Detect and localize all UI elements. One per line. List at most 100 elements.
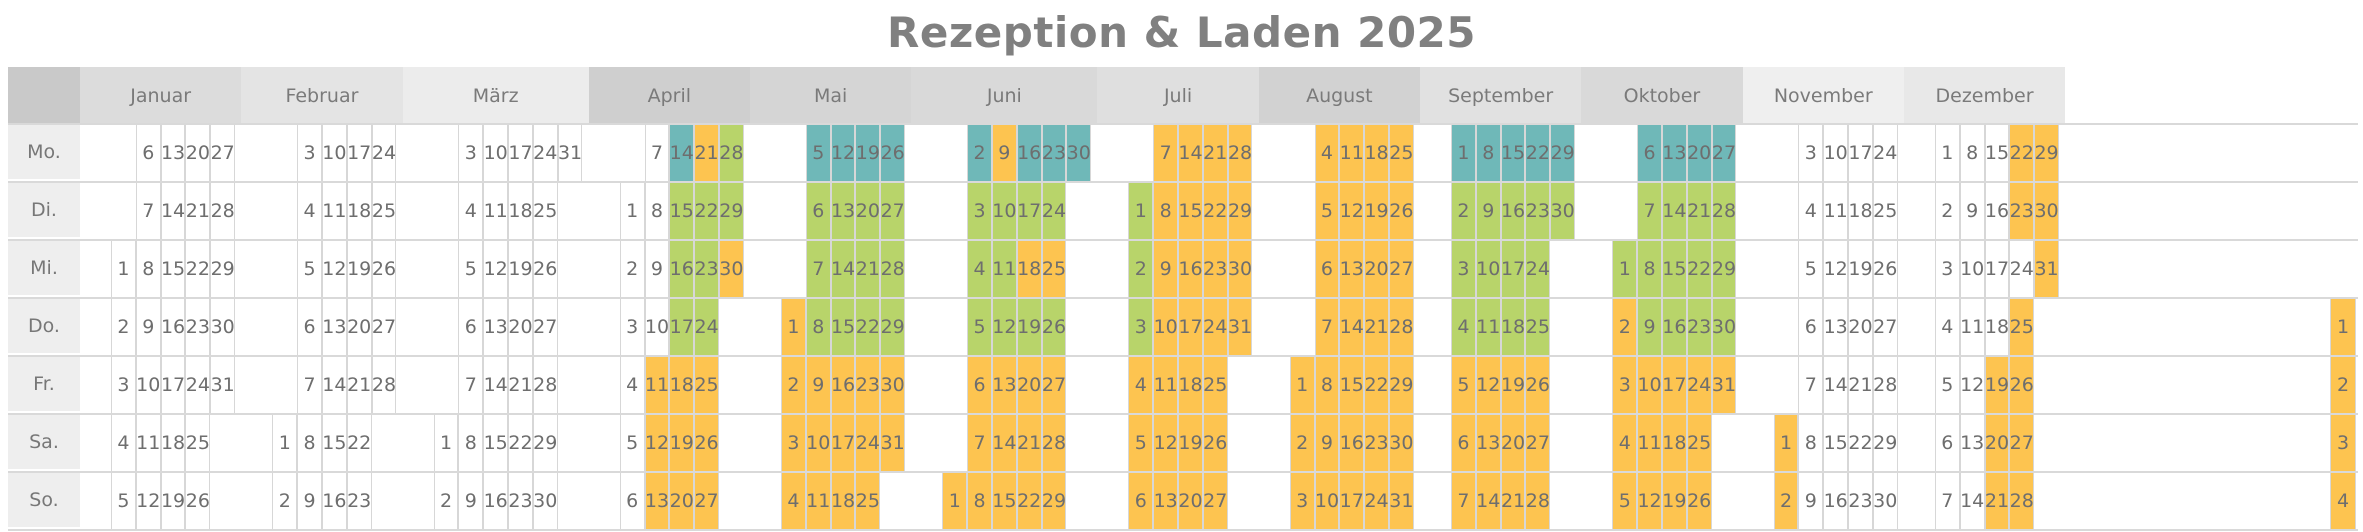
- day-cell[interactable]: 24: [532, 124, 558, 182]
- day-cell[interactable]: 21: [346, 356, 372, 414]
- day-cell[interactable]: 12: [991, 298, 1017, 356]
- day-cell[interactable]: 17: [160, 356, 186, 414]
- day-cell[interactable]: 2: [1612, 298, 1638, 356]
- day-cell[interactable]: 11: [135, 414, 161, 472]
- day-cell[interactable]: 12: [1153, 414, 1179, 472]
- day-cell[interactable]: 12: [321, 240, 347, 298]
- day-cell[interactable]: 23: [1041, 124, 1067, 182]
- day-cell[interactable]: 2: [1451, 182, 1476, 240]
- day-cell[interactable]: 25: [1525, 298, 1551, 356]
- day-cell[interactable]: 4: [2330, 472, 2356, 530]
- day-cell[interactable]: 28: [1388, 298, 1414, 356]
- day-cell[interactable]: 14: [483, 356, 509, 414]
- day-cell[interactable]: 24: [1041, 182, 1067, 240]
- day-cell[interactable]: 1: [272, 414, 298, 472]
- day-cell[interactable]: 14: [1661, 182, 1687, 240]
- day-cell[interactable]: 8: [297, 414, 322, 472]
- day-cell[interactable]: 6: [135, 124, 161, 182]
- day-cell[interactable]: 16: [669, 240, 695, 298]
- day-cell[interactable]: 14: [1339, 298, 1365, 356]
- day-cell[interactable]: 13: [160, 124, 186, 182]
- day-cell[interactable]: 27: [880, 182, 906, 240]
- day-cell[interactable]: 7: [1798, 356, 1824, 414]
- day-cell[interactable]: 30: [1872, 472, 1898, 530]
- day-cell[interactable]: 17: [508, 124, 533, 182]
- day-cell[interactable]: 10: [1153, 298, 1179, 356]
- day-cell[interactable]: 13: [830, 182, 856, 240]
- day-cell[interactable]: 21: [694, 124, 719, 182]
- day-cell[interactable]: 24: [855, 414, 881, 472]
- day-cell[interactable]: 28: [1872, 356, 1898, 414]
- day-cell[interactable]: 25: [1686, 414, 1712, 472]
- day-cell[interactable]: 22: [1848, 414, 1873, 472]
- day-cell[interactable]: 1: [1128, 182, 1154, 240]
- day-cell[interactable]: 8: [135, 240, 161, 298]
- day-cell[interactable]: 1: [433, 414, 459, 472]
- day-cell[interactable]: 28: [371, 356, 397, 414]
- day-cell[interactable]: 14: [1475, 472, 1501, 530]
- day-cell[interactable]: 25: [185, 414, 211, 472]
- day-cell[interactable]: 9: [644, 240, 670, 298]
- day-cell[interactable]: 16: [321, 472, 347, 530]
- day-cell[interactable]: 5: [1128, 414, 1154, 472]
- day-cell[interactable]: 22: [1686, 240, 1712, 298]
- day-cell[interactable]: 31: [557, 124, 583, 182]
- day-cell[interactable]: 15: [160, 240, 186, 298]
- day-cell[interactable]: 21: [1364, 298, 1389, 356]
- day-cell[interactable]: 9: [1153, 240, 1179, 298]
- day-cell[interactable]: 6: [1637, 124, 1662, 182]
- day-cell[interactable]: 23: [1686, 298, 1712, 356]
- day-cell[interactable]: 11: [1339, 124, 1365, 182]
- day-cell[interactable]: 14: [830, 240, 856, 298]
- day-cell[interactable]: 10: [321, 124, 347, 182]
- day-cell[interactable]: 31: [880, 414, 906, 472]
- day-cell[interactable]: 16: [160, 298, 186, 356]
- day-cell[interactable]: 29: [532, 414, 558, 472]
- day-cell[interactable]: 14: [669, 124, 695, 182]
- day-cell[interactable]: 2: [1773, 472, 1799, 530]
- day-cell[interactable]: 24: [694, 298, 719, 356]
- day-cell[interactable]: 24: [1686, 356, 1712, 414]
- day-cell[interactable]: 19: [1364, 182, 1389, 240]
- day-cell[interactable]: 1: [1934, 124, 1960, 182]
- day-cell[interactable]: 15: [1500, 124, 1526, 182]
- day-cell[interactable]: 13: [1959, 414, 1985, 472]
- day-cell[interactable]: 2: [781, 356, 806, 414]
- day-cell[interactable]: 28: [1711, 182, 1737, 240]
- day-cell[interactable]: 27: [210, 124, 236, 182]
- day-cell[interactable]: 31: [2034, 240, 2059, 298]
- day-cell[interactable]: 4: [1314, 124, 1340, 182]
- day-cell[interactable]: 24: [185, 356, 211, 414]
- day-cell[interactable]: 15: [1984, 124, 2010, 182]
- day-cell[interactable]: 12: [1637, 472, 1662, 530]
- day-cell[interactable]: 22: [694, 182, 719, 240]
- day-cell[interactable]: 30: [1711, 298, 1737, 356]
- day-cell[interactable]: 19: [1178, 414, 1203, 472]
- day-cell[interactable]: 23: [694, 240, 719, 298]
- day-cell[interactable]: 7: [644, 124, 670, 182]
- day-cell[interactable]: 3: [1934, 240, 1960, 298]
- day-cell[interactable]: 7: [805, 240, 831, 298]
- day-cell[interactable]: 20: [669, 472, 695, 530]
- day-cell[interactable]: 23: [185, 298, 211, 356]
- day-cell[interactable]: 20: [1984, 414, 2010, 472]
- day-cell[interactable]: 10: [1823, 124, 1849, 182]
- day-cell[interactable]: 9: [1798, 472, 1824, 530]
- day-cell[interactable]: 2: [967, 124, 992, 182]
- day-cell[interactable]: 26: [1388, 182, 1414, 240]
- day-cell[interactable]: 24: [2009, 240, 2035, 298]
- day-cell[interactable]: 28: [718, 124, 744, 182]
- day-cell[interactable]: 19: [1848, 240, 1873, 298]
- day-cell[interactable]: 14: [991, 414, 1017, 472]
- day-cell[interactable]: 28: [1041, 414, 1067, 472]
- day-cell[interactable]: 23: [1364, 414, 1389, 472]
- day-cell[interactable]: 6: [805, 182, 831, 240]
- day-cell[interactable]: 21: [1686, 182, 1712, 240]
- day-cell[interactable]: 8: [458, 414, 484, 472]
- day-cell[interactable]: 15: [991, 472, 1017, 530]
- day-cell[interactable]: 10: [483, 124, 509, 182]
- day-cell[interactable]: 5: [1798, 240, 1824, 298]
- day-cell[interactable]: 16: [483, 472, 509, 530]
- day-cell[interactable]: 13: [483, 298, 509, 356]
- day-cell[interactable]: 8: [1959, 124, 1985, 182]
